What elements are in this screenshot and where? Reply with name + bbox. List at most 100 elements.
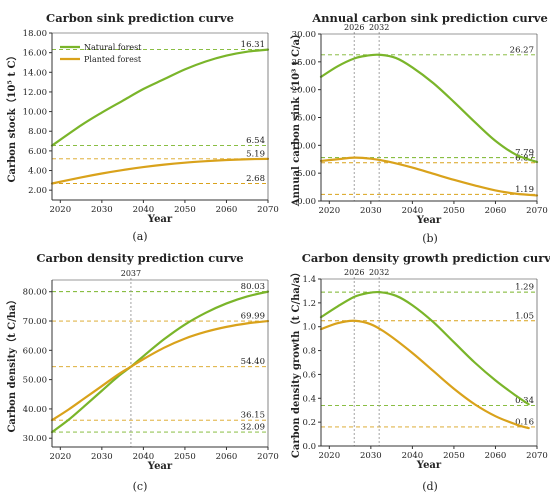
x-tick-label: 2050 xyxy=(174,205,196,215)
x-tick-label: 2030 xyxy=(91,452,113,462)
y-axis-label: Annual carbon sink（10³ t C/a） xyxy=(289,29,302,207)
y-tick-label: 18.00 xyxy=(23,29,47,39)
year-marker-label: 2032 xyxy=(369,23,389,32)
y-tick-label: 0.0 xyxy=(302,442,316,452)
x-axis-label: Year xyxy=(416,460,442,471)
series-line-natural-forest xyxy=(319,290,530,406)
x-axis-label: Year xyxy=(147,214,173,225)
reference-value-label: 54.40 xyxy=(241,357,265,367)
y-tick-label: 15.00 xyxy=(292,114,316,124)
y-tick-label: 60.00 xyxy=(23,346,47,356)
reference-value-label: 1.05 xyxy=(515,311,534,321)
series-line-planted-forest xyxy=(50,157,270,185)
y-tick-label: 16.00 xyxy=(23,49,47,59)
y-tick-label: 14.00 xyxy=(23,68,47,78)
x-axis-label: Year xyxy=(416,215,442,226)
x-tick-label: 2020 xyxy=(318,451,340,461)
reference-value-label: 32.09 xyxy=(241,423,265,433)
y-tick-label: 12.00 xyxy=(23,88,47,98)
chart-title: Annual carbon sink prediction curve xyxy=(311,11,548,25)
y-tick-label: 0.00 xyxy=(297,197,316,207)
chart-title: Carbon sink prediction curve xyxy=(46,11,234,25)
reference-value-label: 1.29 xyxy=(515,283,534,293)
y-tick-label: 40.00 xyxy=(23,405,47,415)
series-line-natural-forest xyxy=(50,290,270,434)
panel-label: (c) xyxy=(133,480,148,493)
x-tick-label: 2050 xyxy=(174,452,196,462)
y-tick-label: 6.00 xyxy=(28,147,47,157)
y-tick-label: 0.4 xyxy=(302,394,316,404)
x-tick-label: 2070 xyxy=(526,451,548,461)
x-tick-label: 2060 xyxy=(216,452,238,462)
y-tick-label: 2.00 xyxy=(28,186,47,196)
x-tick-label: 2020 xyxy=(49,452,71,462)
x-tick-label: 2040 xyxy=(133,452,155,462)
x-tick-label: 2040 xyxy=(133,205,155,215)
legend-label: Planted forest xyxy=(84,55,142,64)
y-tick-label: 1.2 xyxy=(302,299,316,309)
x-tick-label: 2030 xyxy=(91,205,113,215)
panel-label: (d) xyxy=(422,480,438,493)
x-tick-label: 2020 xyxy=(49,205,71,215)
y-tick-label: 25.00 xyxy=(292,58,316,68)
y-tick-label: 50.00 xyxy=(23,376,47,386)
series-line-planted-forest xyxy=(319,319,530,430)
reference-value-label: 36.15 xyxy=(241,411,265,421)
x-tick-label: 2070 xyxy=(257,205,279,215)
x-tick-label: 2020 xyxy=(318,206,340,216)
reference-value-label: 80.03 xyxy=(241,282,265,292)
year-marker-label: 2026 xyxy=(344,268,364,277)
chart-panel-c: Carbon density prediction curve 80.03 69.9… xyxy=(5,251,279,493)
year-marker-label: 2026 xyxy=(344,23,364,32)
series-line-natural-forest xyxy=(319,53,539,164)
year-marker-label: 2032 xyxy=(369,268,389,277)
y-tick-label: 30.00 xyxy=(23,434,47,444)
panel-label: (b) xyxy=(422,232,438,245)
series-line-planted-forest xyxy=(50,319,270,422)
x-tick-label: 2060 xyxy=(485,451,507,461)
x-tick-label: 2030 xyxy=(360,206,382,216)
reference-value-label: 16.31 xyxy=(241,40,265,50)
y-tick-label: 0.6 xyxy=(302,370,316,380)
y-axis-label: Carbon density（t C/ha） xyxy=(5,294,18,432)
x-tick-label: 2070 xyxy=(526,206,548,216)
y-tick-label: 4.00 xyxy=(28,167,47,177)
y-tick-label: 8.00 xyxy=(28,127,47,137)
y-axis-label: Carbon density growth（t C/ha/a） xyxy=(289,267,302,458)
x-tick-label: 2070 xyxy=(257,452,279,462)
x-axis-label: Year xyxy=(147,461,173,472)
reference-value-label: 0.16 xyxy=(515,417,534,427)
chart-panel-d: Carbon density growth prediction curve 1.… xyxy=(289,251,550,493)
series-line-natural-forest xyxy=(50,48,270,147)
y-tick-label: 80.00 xyxy=(23,288,47,298)
reference-value-label: 2.68 xyxy=(246,174,265,184)
reference-value-label: 1.19 xyxy=(515,185,534,195)
x-tick-label: 2060 xyxy=(485,206,507,216)
y-tick-label: 10.00 xyxy=(292,141,316,151)
y-tick-label: 70.00 xyxy=(23,317,47,327)
chart-legend: Natural forest Planted forest xyxy=(60,43,142,64)
reference-value-label: 69.99 xyxy=(241,312,265,322)
y-tick-label: 5.00 xyxy=(297,169,316,179)
chart-title: Carbon density growth prediction curve xyxy=(302,251,550,265)
chart-title: Carbon density prediction curve xyxy=(36,251,243,265)
y-tick-label: 20.00 xyxy=(292,86,316,96)
reference-value-label: 7.79 xyxy=(515,148,534,158)
y-tick-label: 1.0 xyxy=(302,323,316,333)
chart-panel-a: Carbon sink prediction curve 16.31 6.54 5.1… xyxy=(5,11,279,243)
legend-label: Natural forest xyxy=(84,43,142,52)
y-tick-label: 30.00 xyxy=(292,30,316,40)
y-tick-label: 0.2 xyxy=(302,418,316,428)
x-tick-label: 2030 xyxy=(360,451,382,461)
panel-label: (a) xyxy=(132,230,147,243)
y-axis-label: Carbon stock（10⁵ t C） xyxy=(5,51,18,183)
reference-value-label: 26.27 xyxy=(510,45,534,55)
x-tick-label: 2060 xyxy=(216,205,238,215)
x-tick-label: 2050 xyxy=(443,206,465,216)
reference-value-label: 6.54 xyxy=(246,136,265,146)
x-tick-label: 2040 xyxy=(402,206,424,216)
year-marker-label: 2037 xyxy=(121,269,141,278)
y-tick-label: 0.8 xyxy=(302,347,316,357)
series-line-planted-forest xyxy=(319,156,539,197)
x-tick-label: 2050 xyxy=(443,451,465,461)
